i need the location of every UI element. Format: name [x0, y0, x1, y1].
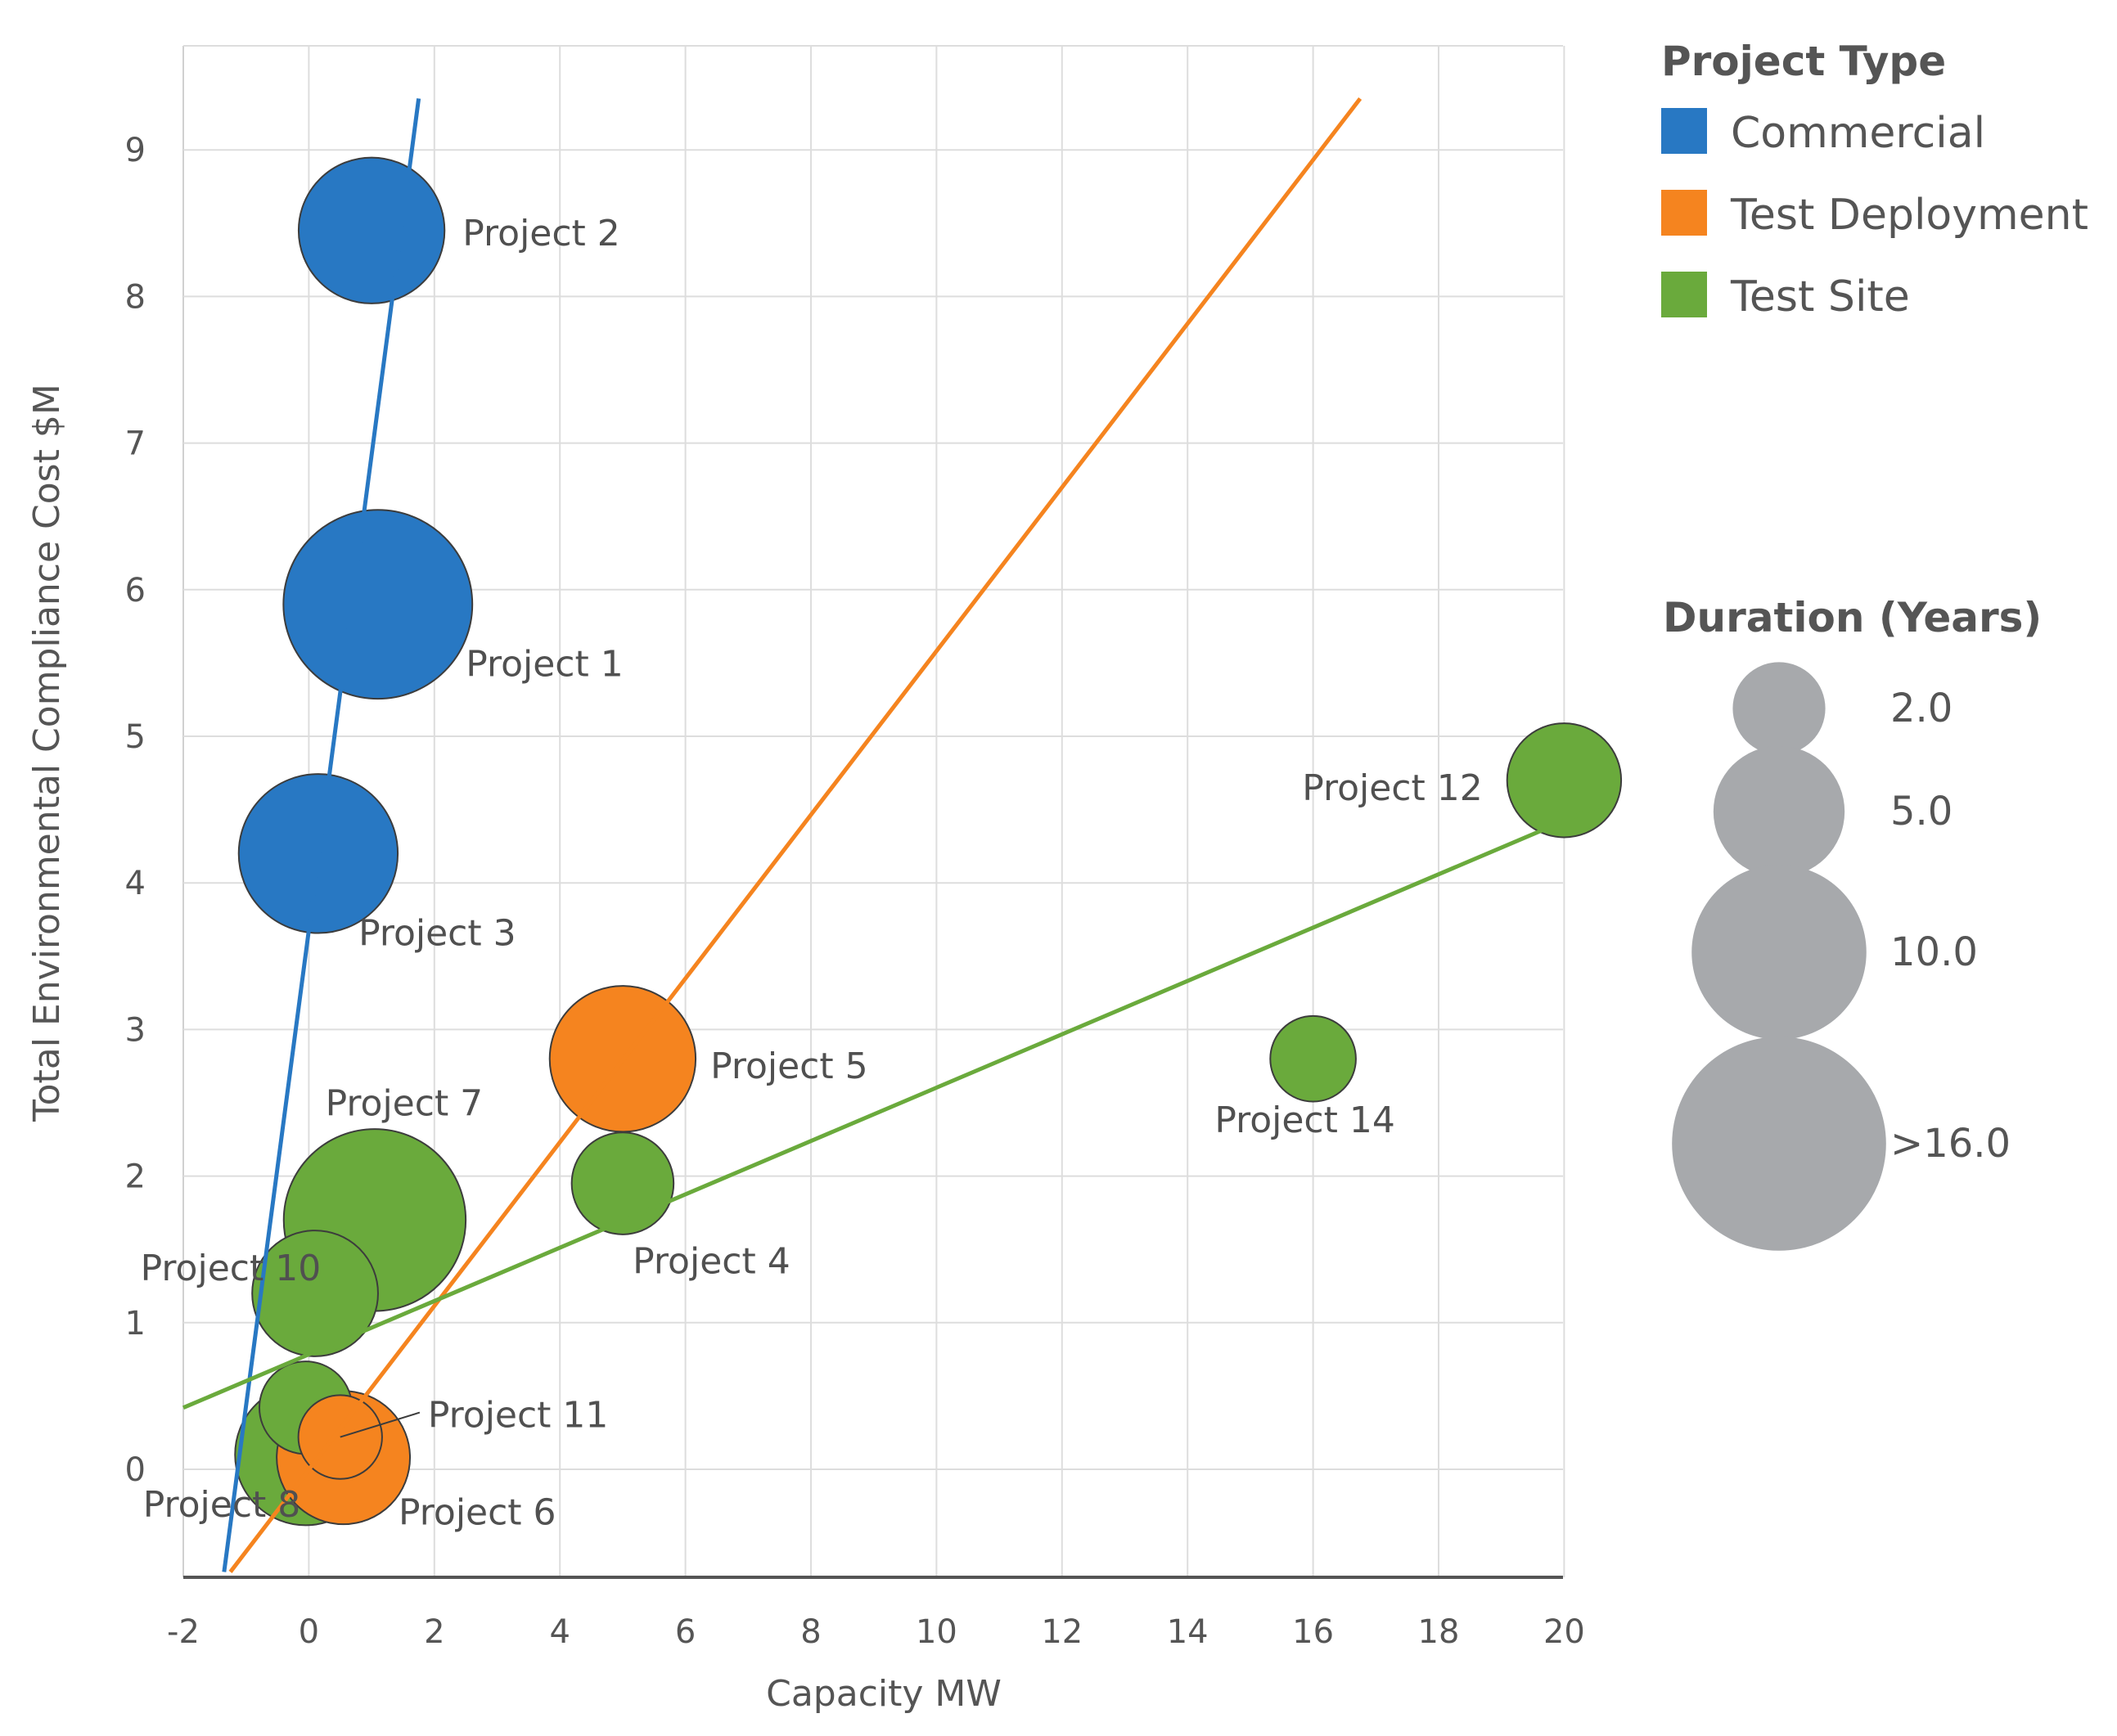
- point-labels: Project 2 Project 1 Project 3 Project 5 Proj…: [141, 213, 1483, 1534]
- size-legend-bubble-5: [1713, 745, 1845, 878]
- x-tick-8: 8: [800, 1613, 821, 1651]
- size-legend-label-5: 5.0: [1890, 789, 1953, 834]
- y-tick-2: 2: [125, 1158, 146, 1196]
- label-project-11: Project 11: [428, 1395, 609, 1437]
- size-legend-bubble-16: [1672, 1037, 1886, 1251]
- y-tick-3: 3: [125, 1011, 146, 1049]
- x-tick-2: -2: [167, 1613, 200, 1651]
- size-legend-label-16: >16.0: [1890, 1121, 2011, 1167]
- legend-title: Project Type: [1661, 38, 1946, 85]
- size-legend-bubble-10: [1691, 865, 1867, 1040]
- label-project-3: Project 3: [358, 912, 516, 954]
- bubble-project-1[interactable]: [282, 509, 474, 700]
- size-legend-label-2: 2.0: [1890, 686, 1953, 731]
- y-tick-1: 1: [125, 1305, 146, 1342]
- x-axis-title: Capacity MW: [766, 1673, 1002, 1715]
- x-tick-12: 12: [1041, 1613, 1083, 1651]
- x-tick-18: 18: [1418, 1613, 1460, 1651]
- project-type-legend: Project Type Commercial Test Deployment …: [1661, 38, 2088, 322]
- y-axis-title: Total Environmental Compliance Cost $M: [26, 384, 68, 1122]
- trendline-commercial: [222, 98, 421, 1572]
- duration-size-legend: Duration (Years) 2.0 5.0 10.0 >16.0: [1663, 594, 2042, 1251]
- y-tick-0: 0: [125, 1451, 146, 1489]
- size-legend-title: Duration (Years): [1663, 594, 2042, 641]
- legend-swatch-commercial: [1661, 108, 1707, 154]
- bubble-project-2[interactable]: [297, 156, 446, 304]
- y-tick-6: 6: [125, 572, 146, 609]
- x-tick-2: 2: [424, 1613, 444, 1651]
- y-tick-5: 5: [125, 718, 146, 756]
- label-project-8: Project 8: [143, 1484, 301, 1526]
- trendlines: [182, 97, 1610, 1573]
- label-project-5: Project 5: [710, 1046, 868, 1087]
- legend-item-test-deployment: Test Deployment: [1730, 191, 2088, 240]
- y-tick-9: 9: [125, 132, 146, 169]
- label-project-1: Project 1: [466, 644, 624, 686]
- trendline-test-site: [182, 800, 1610, 1410]
- x-tick-4: 4: [549, 1613, 570, 1651]
- trendline-test-deployment: [228, 97, 1363, 1573]
- y-tick-4: 4: [125, 865, 146, 902]
- size-legend-label-10: 10.0: [1890, 929, 1978, 975]
- x-tick-14: 14: [1167, 1613, 1209, 1651]
- bubble-project-14[interactable]: [1269, 1014, 1357, 1103]
- x-tick-6: 6: [675, 1613, 696, 1651]
- label-project-4: Project 4: [633, 1241, 790, 1283]
- legend-item-test-site: Test Site: [1730, 272, 1910, 322]
- legend-swatch-test-deployment: [1661, 190, 1707, 236]
- x-tick-0: 0: [299, 1613, 319, 1651]
- label-project-10: Project 10: [141, 1248, 322, 1289]
- label-project-6: Project 6: [399, 1492, 556, 1534]
- bubbles: [234, 156, 1623, 1527]
- label-project-14: Project 14: [1214, 1100, 1395, 1141]
- leader-line-project-11: [340, 1411, 421, 1438]
- label-project-2: Project 2: [462, 213, 620, 254]
- x-axis-tick-labels: -2 0 2 4 6 8 10 12 14 16 18 20: [167, 1613, 1585, 1651]
- x-tick-10: 10: [916, 1613, 957, 1651]
- label-project-12: Project 12: [1302, 767, 1483, 809]
- label-project-7: Project 7: [326, 1082, 484, 1124]
- gridlines: [182, 45, 1565, 1577]
- legend-swatch-test-site: [1661, 272, 1707, 317]
- bubble-project-10[interactable]: [251, 1230, 379, 1357]
- legend-item-commercial: Commercial: [1731, 109, 1985, 158]
- size-legend-bubble-2: [1732, 662, 1826, 755]
- y-tick-8: 8: [125, 278, 146, 316]
- x-tick-16: 16: [1292, 1613, 1334, 1651]
- x-tick-20: 20: [1543, 1613, 1585, 1651]
- y-axis-tick-labels: 0 1 2 3 4 5 6 7 8 9: [125, 132, 146, 1489]
- y-tick-7: 7: [125, 425, 146, 463]
